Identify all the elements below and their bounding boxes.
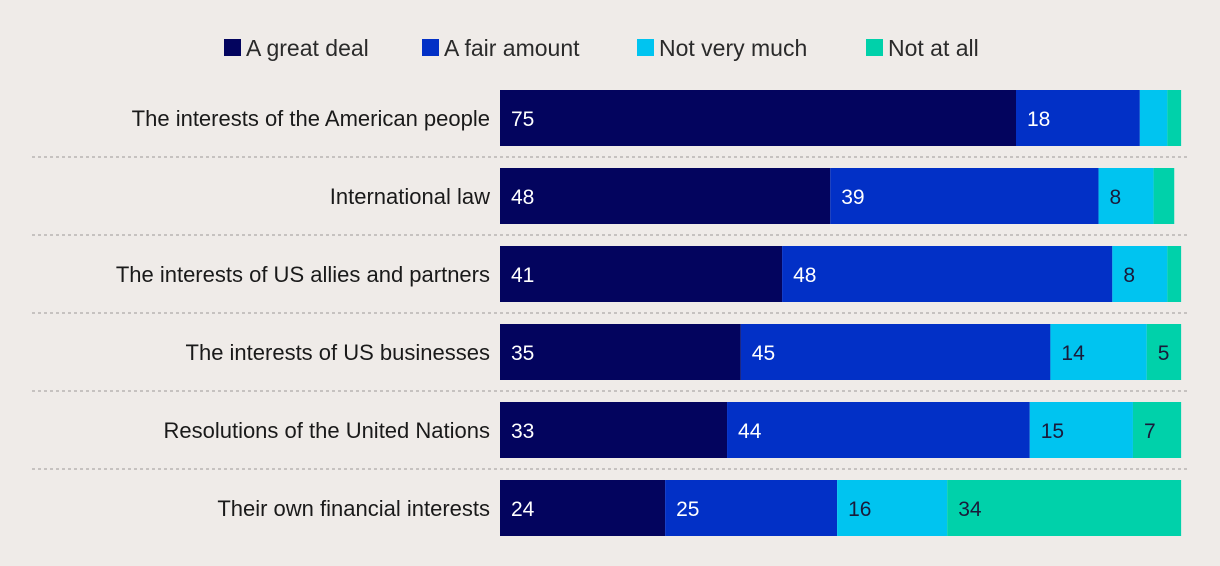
bar-segment: [500, 90, 1016, 146]
bar-segment: [1167, 246, 1182, 302]
bar-segment: [727, 402, 1030, 458]
chart-legend: A great deal A fair amount Not very much No…: [224, 35, 979, 61]
category-label: The interests of US allies and partners: [116, 262, 490, 287]
legend-swatch-0: [224, 39, 241, 56]
data-label: 48: [511, 186, 534, 209]
data-label: 16: [848, 498, 871, 521]
bar-segment: [837, 480, 948, 536]
legend-label-1: A fair amount: [444, 35, 580, 61]
data-label: 18: [1027, 108, 1050, 131]
category-label: The interests of US businesses: [186, 340, 490, 365]
category-label: The interests of the American people: [132, 106, 490, 131]
bar-segment: [830, 168, 1099, 224]
bar-segment: [1050, 324, 1147, 380]
data-label: 8: [1110, 186, 1122, 209]
bar-segment: [1167, 90, 1182, 146]
bar-row: International law 48 39 8: [330, 168, 1175, 224]
bar-segment: [1112, 246, 1168, 302]
category-label: International law: [330, 184, 490, 209]
bar-segment: [665, 480, 838, 536]
bar-segment: [500, 246, 783, 302]
data-label: 35: [511, 342, 534, 365]
data-label: 45: [752, 342, 775, 365]
category-label: Resolutions of the United Nations: [163, 418, 490, 443]
data-label: 48: [793, 264, 816, 287]
legend-label-0: A great deal: [246, 35, 369, 61]
data-label: 33: [511, 420, 534, 443]
bar-segment: [1029, 402, 1133, 458]
bar-row: The interests of the American people 75 18: [132, 90, 1182, 146]
data-label: 25: [676, 498, 699, 521]
bar-row: The interests of US businesses 35 45 14 5: [186, 324, 1182, 380]
data-label: 8: [1123, 264, 1135, 287]
data-label: 24: [511, 498, 535, 521]
legend-swatch-3: [866, 39, 883, 56]
data-label: 39: [841, 186, 864, 209]
data-label: 14: [1061, 342, 1085, 365]
data-label: 7: [1144, 420, 1156, 443]
bar-segment: [1132, 402, 1182, 458]
bar-segment: [1153, 168, 1175, 224]
bar-segment: [1146, 324, 1182, 380]
data-label: 41: [511, 264, 534, 287]
data-label: 15: [1041, 420, 1064, 443]
data-label: 34: [958, 498, 982, 521]
bar-segment: [1016, 90, 1140, 146]
bar-segment: [500, 168, 831, 224]
legend-swatch-2: [637, 39, 654, 56]
legend-label-3: Not at all: [888, 35, 979, 61]
bar-segment: [740, 324, 1051, 380]
bar-segment: [782, 246, 1113, 302]
category-label: Their own financial interests: [217, 496, 490, 521]
bar-segment: [947, 480, 1182, 536]
bar-segment: [500, 402, 728, 458]
row-dividers: [32, 156, 1188, 470]
data-label: 44: [738, 420, 762, 443]
bar-segment: [500, 480, 666, 536]
legend-label-2: Not very much: [659, 35, 807, 61]
bar-row: The interests of US allies and partners 4…: [116, 246, 1182, 302]
bar-segment: [1139, 90, 1168, 146]
legend-swatch-1: [422, 39, 439, 56]
bar-row: Their own financial interests 24 25 16 34: [217, 480, 1182, 536]
data-label: 75: [511, 108, 534, 131]
bar-row: Resolutions of the United Nations 33 44 15 7: [163, 402, 1182, 458]
data-label: 5: [1158, 342, 1170, 365]
chart-rows: The interests of the American people 75 18…: [116, 90, 1182, 536]
bar-segment: [1098, 168, 1154, 224]
bar-segment: [500, 324, 741, 380]
